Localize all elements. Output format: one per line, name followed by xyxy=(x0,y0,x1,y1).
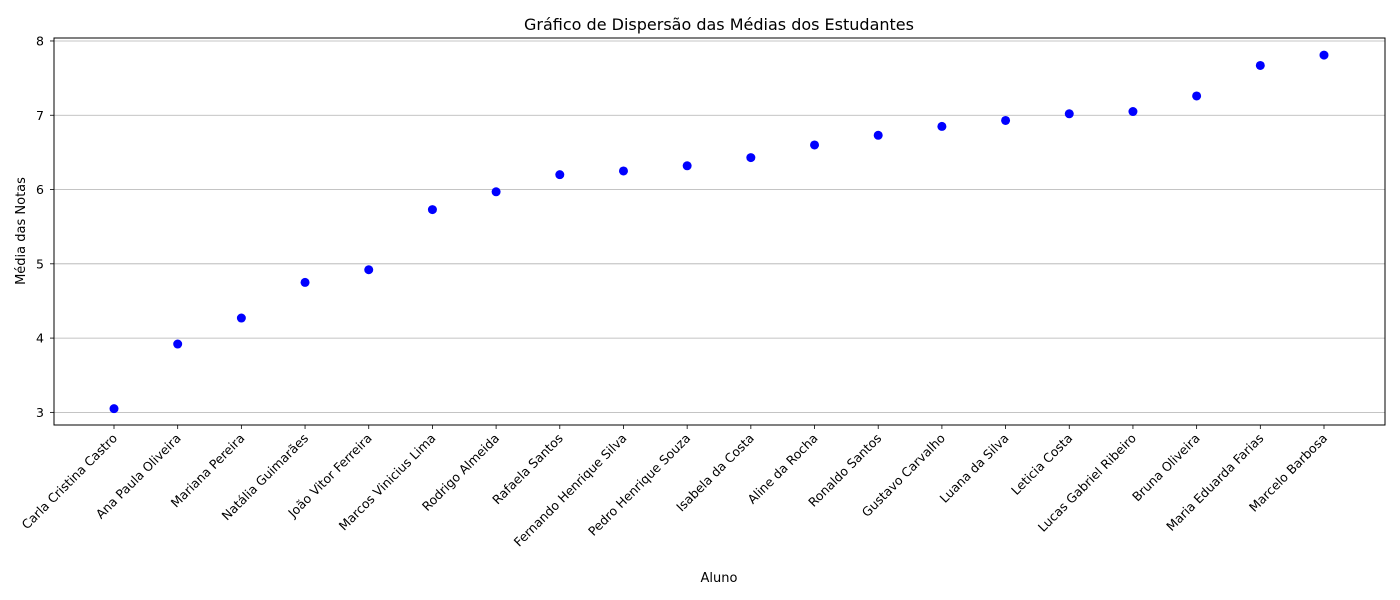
data-point xyxy=(173,339,183,349)
data-point xyxy=(300,277,310,287)
data-point xyxy=(682,161,692,171)
x-tick-label: Bruna Oliveira xyxy=(1129,431,1203,505)
x-tick-label: Pedro Henrique Souza xyxy=(585,431,693,539)
y-tick-label: 5 xyxy=(36,256,44,271)
plot-area xyxy=(53,37,1386,426)
x-tick-label: Leticia Costa xyxy=(1008,431,1075,498)
data-point xyxy=(1319,50,1329,60)
data-point xyxy=(1001,115,1011,125)
data-point xyxy=(1064,109,1074,119)
y-axis: 3 4 5 6 7 8 xyxy=(36,33,54,420)
data-point xyxy=(364,265,374,275)
gridlines xyxy=(54,40,1385,413)
data-point xyxy=(746,153,756,163)
data-point xyxy=(1192,91,1202,101)
x-tick-label: Luana da Silva xyxy=(936,431,1011,506)
data-point xyxy=(810,140,820,150)
data-point xyxy=(1128,107,1138,117)
y-tick-label: 7 xyxy=(36,108,44,123)
y-tick-label: 6 xyxy=(36,182,44,197)
x-axis-label: Aluno xyxy=(701,571,738,586)
y-axis-label: Média das Notas xyxy=(14,177,29,285)
data-point xyxy=(937,121,947,131)
data-point xyxy=(427,205,437,215)
data-point xyxy=(491,187,501,197)
data-point xyxy=(1255,60,1265,70)
data-point xyxy=(618,166,628,176)
data-point xyxy=(555,170,565,180)
y-tick-label: 3 xyxy=(36,405,44,420)
y-tick-label: 4 xyxy=(36,331,44,346)
data-point xyxy=(109,404,119,414)
x-tick-label: Fernando Henrique Silva xyxy=(511,431,630,550)
data-points xyxy=(109,50,1329,414)
data-point xyxy=(873,130,883,140)
data-point xyxy=(236,313,246,323)
y-tick-label: 8 xyxy=(36,33,44,48)
chart-title: Gráfico de Dispersão das Médias dos Estu… xyxy=(524,15,914,34)
